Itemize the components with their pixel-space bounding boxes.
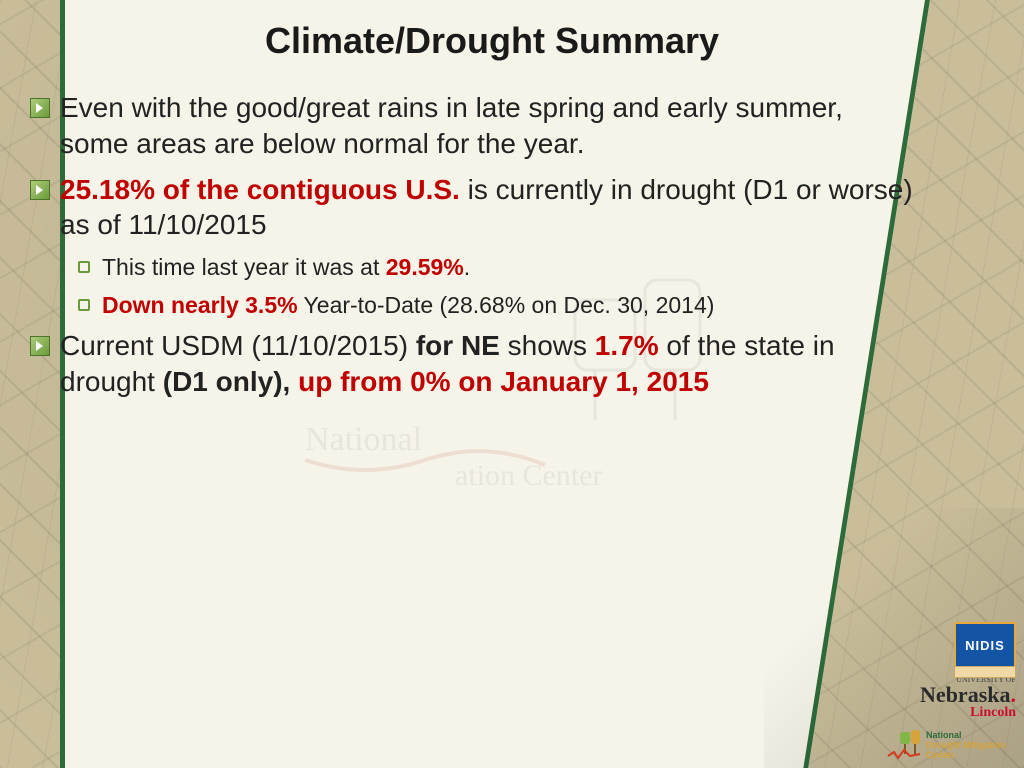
logo-stack: NIDIS UNIVERSITY OF Nebraska. Lincoln Na… <box>886 622 1016 760</box>
bullet-main-icon <box>30 336 50 356</box>
ndmc-logo: National Drought Mitigation Center <box>886 728 1016 760</box>
slide-title: Climate/Drought Summary <box>120 20 864 62</box>
svg-text:National: National <box>305 421 422 458</box>
bullet-sub-icon <box>78 299 90 311</box>
sub-bullet-text: This time last year it was at 29.59%. <box>102 253 470 282</box>
sub-bullet-item: This time last year it was at 29.59%. <box>78 253 914 282</box>
nebraska-logo: UNIVERSITY OF Nebraska. Lincoln <box>920 676 1016 720</box>
slide-content: Even with the good/great rains in late s… <box>30 90 914 410</box>
bullet-text: 25.18% of the contiguous U.S. is current… <box>60 172 914 244</box>
bullet-text: Current USDM (11/10/2015) for NE shows 1… <box>60 328 914 400</box>
bullet-sub-icon <box>78 261 90 273</box>
nebraska-logo-mid: Nebraska. <box>920 684 1016 706</box>
bullet-item: Even with the good/great rains in late s… <box>30 90 914 162</box>
ndmc-logo-text: National Drought Mitigation Center <box>926 730 1016 760</box>
bullet-item: Current USDM (11/10/2015) for NE shows 1… <box>30 328 914 400</box>
sub-bullet-item: Down nearly 3.5% Year-to-Date (28.68% on… <box>78 291 914 320</box>
sub-bullet-text: Down nearly 3.5% Year-to-Date (28.68% on… <box>102 291 714 320</box>
bullet-text: Even with the good/great rains in late s… <box>60 90 914 162</box>
ndmc-logo-icon <box>886 728 922 760</box>
svg-text:ation Center: ation Center <box>455 459 602 492</box>
bullet-main-icon <box>30 98 50 118</box>
nebraska-logo-bot: Lincoln <box>920 706 1016 720</box>
nidis-logo: NIDIS <box>954 622 1016 668</box>
bullet-item: 25.18% of the contiguous U.S. is current… <box>30 172 914 244</box>
bullet-main-icon <box>30 180 50 200</box>
